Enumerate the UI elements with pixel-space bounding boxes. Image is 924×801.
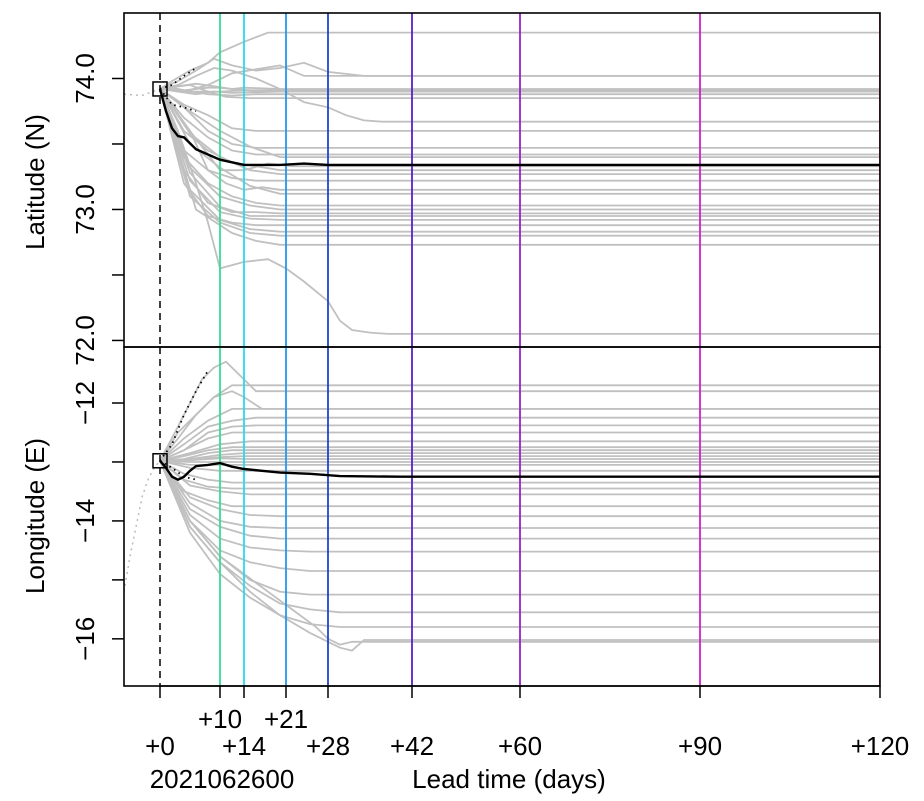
ensemble-member-line: [159, 88, 880, 211]
y-tick-label: −12: [70, 381, 100, 425]
y-tick-label: −16: [70, 617, 100, 661]
ensemble-member-line: [159, 460, 880, 652]
prior-track-line: [124, 460, 161, 592]
ensemble-member-line: [159, 390, 880, 462]
longitude-axis-label: Longitude (E): [20, 438, 50, 594]
ensemble-member-line: [159, 88, 880, 217]
ensemble-mean-line: [159, 460, 880, 482]
x-axis-label: Lead time (days): [412, 764, 606, 794]
x-tick-label: +42: [390, 731, 434, 761]
ensemble-member-line: [159, 88, 880, 227]
ensemble-member-line: [159, 460, 880, 553]
longitude-ensemble-members: [124, 347, 880, 686]
start-date-label: 2021062600: [150, 764, 295, 794]
ensemble-member-line: [159, 88, 880, 191]
latitude-axis-label: Latitude (N): [20, 114, 50, 250]
ensemble-member-line: [159, 460, 880, 646]
x-tick-label: +10: [198, 704, 242, 734]
ensemble-member-line: [159, 460, 880, 628]
ensemble-member-line: [159, 88, 880, 172]
x-tick-label: +90: [678, 731, 722, 761]
longitude-panel: −12 −14 −16: [70, 346, 881, 687]
ensemble-member-line: [159, 460, 880, 540]
x-tick-label: +0: [145, 731, 175, 761]
start-point-marker: [152, 81, 168, 97]
x-tick-label: +21: [264, 704, 308, 734]
latitude-panel: 74.0 73.0 72.0: [70, 12, 881, 366]
x-tick-label: +60: [498, 731, 542, 761]
x-tick-label: +28: [306, 731, 350, 761]
ensemble-member-line: [159, 360, 880, 462]
y-tick-label: 74.0: [70, 53, 100, 104]
observed-dotted-line: [159, 67, 197, 90]
x-tick-label: +120: [851, 731, 910, 761]
ensemble-member-line: [159, 86, 880, 92]
ensemble-member-line: [159, 31, 880, 90]
ensemble-member-line: [159, 67, 880, 123]
ensemble-member-line: [159, 431, 880, 462]
ensemble-member-line: [159, 82, 880, 93]
prior-track-line: [124, 88, 161, 97]
y-tick-label: 73.0: [70, 184, 100, 235]
start-point-marker: [152, 453, 168, 469]
ensemble-member-line: [159, 88, 880, 195]
ensemble-member-line: [159, 460, 880, 484]
observed-dotted-line: [159, 460, 197, 481]
ensemble-member-line: [159, 407, 880, 462]
x-tick-label: +14: [222, 731, 266, 761]
y-tick-label: 72.0: [70, 315, 100, 366]
ensemble-mean-line: [158, 88, 880, 167]
ensemble-member-line: [159, 460, 880, 518]
latitude-ensemble-members: [124, 13, 880, 347]
ensemble-member-line: [159, 460, 880, 529]
ensemble-member-line: [159, 88, 880, 237]
ensemble-member-line: [159, 88, 880, 221]
y-tick-label: −14: [70, 499, 100, 543]
